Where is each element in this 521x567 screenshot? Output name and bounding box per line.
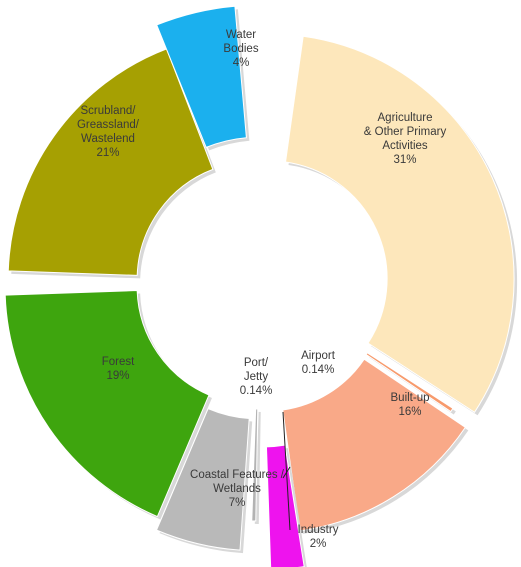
- airport-label: Airport 0.14%: [301, 350, 336, 376]
- labels-group: Agriculture & Other Primary Activities 31%A…: [77, 29, 446, 550]
- built-up-slice: [282, 358, 467, 532]
- scrubland-label: Scrubland/Greassland/Wastelend 21%: [77, 105, 140, 159]
- scrubland-slice: [7, 48, 214, 276]
- agriculture-name-line: & Other Primary: [364, 126, 447, 138]
- forest-name-line: Forest: [102, 356, 135, 368]
- water-bodies-value-label: 4%: [233, 57, 250, 69]
- coastal-name-line: Coastal Features /: [190, 469, 285, 481]
- airport-name-line: Airport: [301, 350, 336, 362]
- coastal-label: Coastal Features / Wetlands 7%: [190, 469, 285, 509]
- built-up-value-label: 16%: [398, 406, 421, 418]
- scrubland-name-line: Greassland/: [77, 119, 140, 131]
- industry-slice: [265, 444, 305, 567]
- leader-lines-group: [282, 411, 291, 531]
- industry-name-line: Industry: [298, 524, 339, 536]
- agriculture-label: Agriculture & Other Primary Activities 31%: [364, 112, 447, 166]
- port-jetty-leader-line: [282, 411, 291, 531]
- coastal-slice: [155, 407, 250, 551]
- port-jetty-name-line: Jetty: [244, 371, 269, 383]
- industry-label: Industry 2%: [298, 524, 339, 550]
- port-jetty-slice: [251, 408, 259, 522]
- agriculture-value-label: 31%: [393, 154, 416, 166]
- water-bodies-name-line: Water: [226, 29, 256, 41]
- port-jetty-value-label: 0.14%: [240, 385, 273, 397]
- forest-label: Forest 19%: [102, 356, 135, 382]
- agriculture-slice: [284, 35, 515, 413]
- coastal-name-line: Wetlands: [213, 483, 261, 495]
- water-bodies-slice: [156, 5, 247, 149]
- built-up-label: Built-up 16%: [391, 392, 430, 418]
- coastal-value-label: 7%: [229, 497, 246, 509]
- water-bodies-name-line: Bodies: [223, 43, 258, 55]
- scrubland-value-label: 21%: [96, 147, 119, 159]
- port-jetty-label: Port/Jetty 0.14%: [240, 357, 273, 397]
- scrubland-name-line: Wastelend: [81, 133, 135, 145]
- built-up-name-line: Built-up: [391, 392, 430, 404]
- coastal-leader-line: [282, 466, 291, 479]
- water-bodies-label: Water Bodies 4%: [223, 29, 258, 69]
- slices-group: [4, 5, 518, 567]
- airport-value-label: 0.14%: [302, 364, 335, 376]
- agriculture-name-line: Agriculture: [378, 112, 433, 124]
- airport-slice: [365, 352, 454, 413]
- agriculture-name-line: Activities: [382, 140, 428, 152]
- forest-value-label: 19%: [106, 370, 129, 382]
- industry-value-label: 2%: [310, 538, 327, 550]
- port-jetty-name-line: Port/: [244, 357, 269, 369]
- scrubland-name-line: Scrubland/: [81, 105, 137, 117]
- forest-slice: [4, 289, 210, 518]
